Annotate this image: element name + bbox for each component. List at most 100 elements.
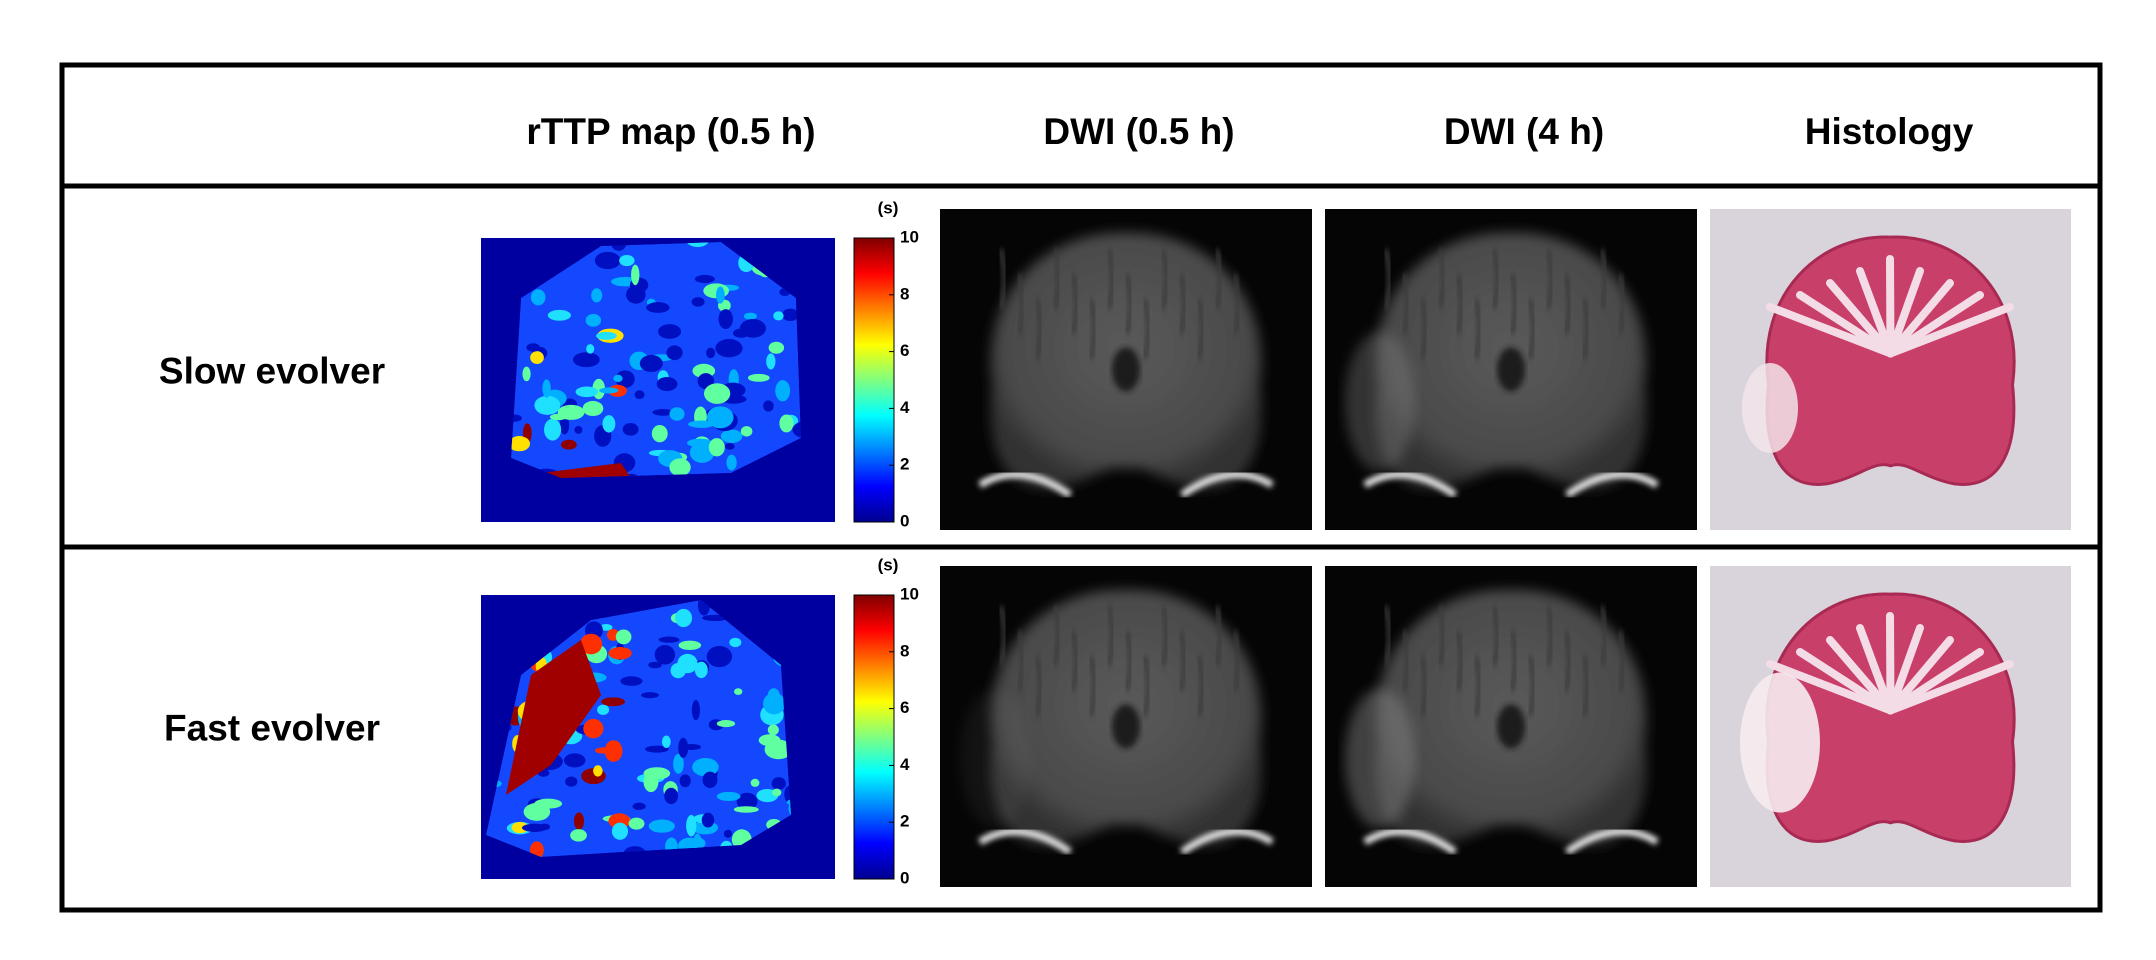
dwi-gyrus [1544,248,1555,310]
colorbar-tick-label: 8 [900,641,909,660]
dwi-gyrus [1105,605,1116,667]
dwi-gyrus [1231,630,1242,692]
map-spot [597,704,610,716]
dwi-gyrus [1598,605,1609,667]
colorbar-tick-label: 6 [900,698,909,717]
table-border [59,62,2103,913]
colorbar [853,594,895,880]
map-spot [648,819,675,833]
dwi-image [940,209,1312,530]
map-spot [585,313,602,327]
dwi-gyrus [1400,273,1411,335]
white-matter [1796,648,1895,715]
map-spot [658,324,682,339]
map-spot [736,792,758,811]
map-spot [694,661,708,679]
map-spot [747,373,770,382]
dwi-gyrus [1580,298,1591,360]
map-spot [723,829,733,838]
dwi-gyrus [1562,630,1573,692]
map-spot [734,688,743,695]
map-spot [563,753,586,768]
map-spot [544,418,562,441]
map-spot [720,429,743,443]
row-label: Slow evolver [159,350,385,391]
map-spot [739,319,767,338]
map-spot [675,608,693,628]
histology-slice [1765,235,2016,486]
map-spot [639,354,663,372]
map-spot [658,636,680,643]
dwi-gyrus [1436,248,1447,310]
infarct [1740,672,1820,813]
dwi-gyrus [1231,273,1242,335]
white-matter [1766,660,1895,715]
white-matter [1826,279,1895,358]
map-spot [691,297,705,307]
histology-image [1710,209,2071,530]
colorbar-tick-label: 10 [900,227,919,246]
dwi-gyrus [1087,655,1098,717]
map-spot [565,776,578,787]
map-spot [560,439,577,450]
map-spot [522,366,531,382]
map-spot [601,697,626,707]
map-spot [542,379,551,398]
map-spot [632,802,646,811]
map-spot [775,380,791,402]
map-spot [773,311,784,321]
map-spot [620,676,643,686]
map-spot [645,745,669,753]
map-spot [673,753,684,774]
dwi-ventricle [1112,347,1140,392]
dwi-gyrus [1177,273,1188,335]
map-spot [666,345,683,361]
map-spot [763,692,786,715]
white-matter [1766,303,1895,358]
colorbar-tick-label: 4 [900,398,910,417]
map-spot [608,646,632,660]
map-spot [579,633,603,655]
colorbar-tick-label: 0 [900,511,909,530]
map-spot [575,386,599,398]
dwi-gyrus [1105,248,1116,310]
map-spot [686,242,710,248]
dwi-gyrus [1123,273,1134,335]
dwi-rim [1179,828,1274,855]
dwi-gyrus [1033,298,1044,360]
map-spot [602,415,616,433]
colorbar-tick-label: 2 [900,812,909,831]
map-spot [679,774,691,788]
map-spot [758,734,781,747]
map-spot [613,374,623,383]
map-spot [686,814,697,837]
map-spot [534,395,561,415]
map-spot [511,436,531,452]
map-spot [648,661,662,669]
dwi-ventricle [1497,704,1525,749]
dwi-gyrus [1159,605,1170,667]
dwi-image [1325,209,1697,530]
map-spot [715,339,743,358]
dwi-gyrus [1526,655,1537,717]
map-spot [643,771,659,793]
map-spot [530,351,544,365]
dwi-rim [1363,828,1458,855]
map-spot [771,777,786,790]
dwi-ventricle [1112,704,1140,749]
dwi-gyrus [1069,630,1080,692]
dwi-rim [978,828,1073,855]
map-spot [593,765,603,777]
map-spot [767,724,779,736]
map-spot [706,645,733,668]
map-spot [595,331,617,340]
map-spot [628,817,645,830]
dwi-gyrus [997,248,1008,310]
dwi-gyrus [1490,605,1501,667]
white-matter [1886,612,1895,715]
dwi-gyrus [1177,630,1188,692]
colorbar [853,237,895,523]
map-spot [687,438,713,448]
dwi-gyrus [1213,605,1224,667]
